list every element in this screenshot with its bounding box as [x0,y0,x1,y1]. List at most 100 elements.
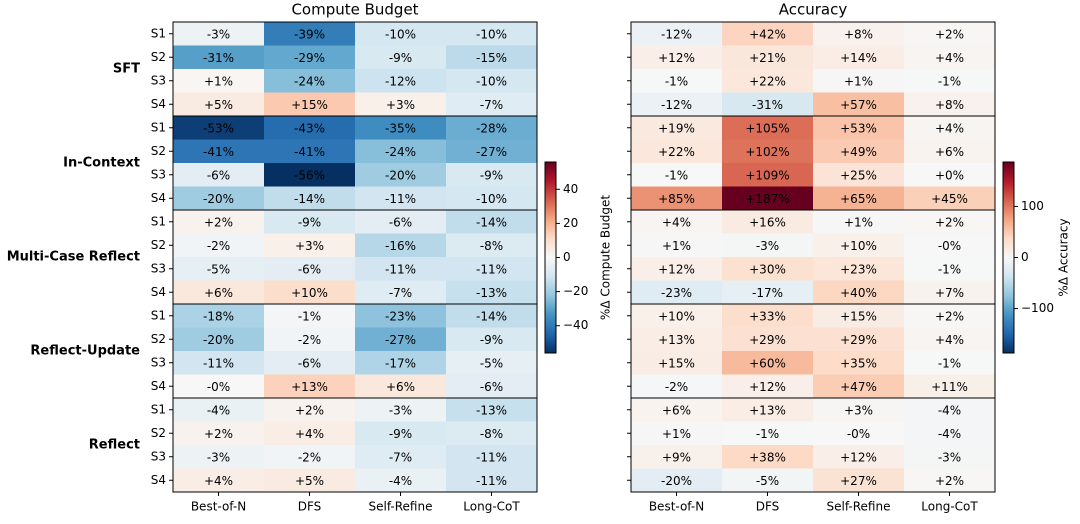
cell-label: +105% [745,121,789,135]
cell-label: +33% [749,309,786,323]
colorbar [544,161,557,354]
heatmap-cell [264,233,356,258]
heatmap-cell [173,45,265,70]
cell-label: -1% [756,427,779,441]
heatmap-cell [173,398,265,422]
heatmap-cell [173,163,265,187]
cell-label: -8% [480,239,503,253]
heatmap-cell [631,233,723,258]
cell-label: -10% [476,192,507,206]
cell-label: -12% [661,27,692,41]
heatmap-cell [722,374,814,399]
cell-label: +8% [844,27,873,41]
heatmap-cell [264,163,356,187]
heatmap-cell [446,139,538,164]
heatmap-cell [631,210,723,234]
heatmap-cell [813,351,905,375]
cell-label: +4% [935,333,964,347]
chart-title: Compute Budget [291,1,418,19]
heatmap-cell [631,186,723,211]
heatmap-cell [355,468,447,493]
heatmap-cell [722,351,814,375]
colorbar-tick-label: 100 [1021,199,1044,213]
cell-label: -11% [476,474,507,488]
heatmap-cell [446,351,538,375]
cell-label: +15% [658,356,695,370]
cell-label: -31% [203,51,234,65]
x-tick-label: Best-of-N [649,500,704,514]
cell-label: +5% [204,98,233,112]
heatmap-cell [264,468,356,493]
cell-label: -2% [665,380,688,394]
cell-label: -5% [207,262,230,276]
heatmap-cell [446,45,538,70]
cell-label: -14% [476,215,507,229]
colorbar-tick-label: −20 [563,284,588,298]
row-label: S3 [151,261,166,275]
cell-label: -23% [661,286,692,300]
cell-label: +49% [840,145,877,159]
cell-label: +1% [662,427,691,441]
heatmap-cell [631,257,723,281]
cell-label: +12% [749,380,786,394]
cell-label: +65% [840,192,877,206]
colorbar-tick-label: 0 [563,250,571,264]
cell-label: -10% [476,74,507,88]
heatmap-cell [722,445,814,469]
heatmap-cell [904,69,996,93]
cell-label: -24% [294,74,325,88]
heatmap-cell [264,257,356,281]
heatmap-cell [264,210,356,234]
heatmap-cell [722,304,814,328]
heatmap-cell [264,327,356,352]
heatmap-cell [446,257,538,281]
row-label: S1 [151,308,166,322]
heatmap-cell [631,398,723,422]
cell-label: +109% [745,168,789,182]
x-tick-label: Best-of-N [191,500,246,514]
cell-label: -2% [298,333,321,347]
cell-label: -3% [207,450,230,464]
cell-label: -7% [389,286,412,300]
heatmap-cell [722,186,814,211]
colorbar [1002,161,1015,354]
cell-label: -9% [389,51,412,65]
heatmap-cell [813,445,905,469]
heatmap-cell [813,257,905,281]
cell-label: +23% [840,262,877,276]
cell-label: +3% [386,98,415,112]
row-label: S1 [151,120,166,134]
row-label: S4 [151,473,166,487]
row-label: S3 [151,167,166,181]
heatmap-cell [631,421,723,446]
heatmap-cell [355,92,447,117]
cell-label: +2% [935,215,964,229]
cell-label: +57% [840,98,877,112]
cell-label: +29% [749,333,786,347]
heatmap-cell [813,22,905,46]
cell-label: -2% [298,450,321,464]
heatmap-cell [904,280,996,305]
heatmap-cell [264,69,356,93]
cell-label: -31% [752,98,783,112]
cell-label: -12% [661,98,692,112]
heatmap-cell [631,304,723,328]
heatmap-cell [355,139,447,164]
heatmap-cell [446,327,538,352]
cell-label: +13% [749,403,786,417]
heatmap-cell [904,327,996,352]
heatmap-cell [173,116,265,140]
cell-label: +4% [662,215,691,229]
cell-label: -23% [385,309,416,323]
heatmap-cell [904,468,996,493]
cell-label: -1% [938,356,961,370]
heatmap-cell [355,186,447,211]
cell-label: -3% [938,450,961,464]
heatmap-cell [631,163,723,187]
colorbar-tick-label: 0 [1021,250,1029,264]
heatmap-cell [813,186,905,211]
heatmap-cell [264,22,356,46]
heatmap-cell [813,210,905,234]
cell-label: -6% [480,380,503,394]
